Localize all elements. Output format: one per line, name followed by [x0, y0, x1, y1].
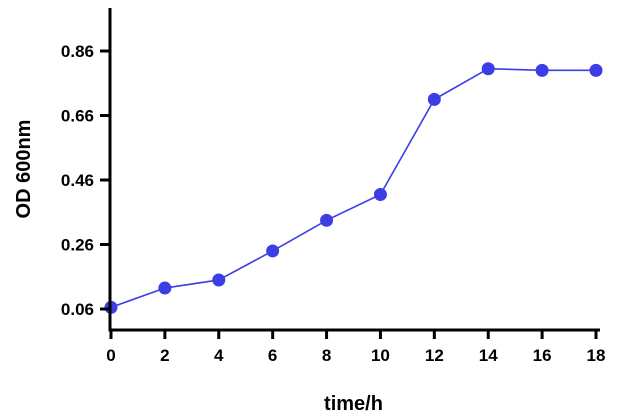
- x-tick-label: 4: [214, 346, 224, 365]
- data-point: [589, 63, 603, 77]
- x-axis-title: time/h: [324, 393, 383, 415]
- x-tick-label: 6: [268, 346, 277, 365]
- x-tick-group: 0 2 4 6 8 10 12 14 16 18: [106, 330, 605, 365]
- data-point: [481, 62, 495, 76]
- y-tick-group: 0.06 0.26 0.46 0.66 0.86: [61, 42, 110, 319]
- x-tick-label: 16: [533, 346, 552, 365]
- series-line: [110, 67, 596, 309]
- series-line-group: [110, 67, 596, 309]
- data-point: [158, 281, 172, 295]
- y-tick-label: 0.86: [61, 42, 94, 61]
- y-axis-title: OD 600nm: [13, 120, 35, 219]
- x-tick-label: 8: [322, 346, 331, 365]
- x-tick-label: 12: [425, 346, 444, 365]
- data-point: [266, 244, 280, 258]
- y-tick-label: 0.26: [61, 236, 94, 255]
- data-point-group: [104, 62, 603, 314]
- x-tick-label: 14: [479, 346, 498, 365]
- y-tick-label: 0.66: [61, 107, 94, 126]
- x-tick-label: 18: [587, 346, 606, 365]
- data-point: [320, 213, 334, 227]
- data-point: [212, 273, 226, 287]
- x-tick-label: 0: [106, 346, 115, 365]
- x-tick-label: 2: [160, 346, 169, 365]
- y-tick-label: 0.46: [61, 171, 94, 190]
- x-tick-label: 10: [371, 346, 390, 365]
- y-tick-label: 0.06: [61, 300, 94, 319]
- data-point: [373, 188, 387, 202]
- data-point: [535, 63, 549, 77]
- data-point: [427, 92, 441, 106]
